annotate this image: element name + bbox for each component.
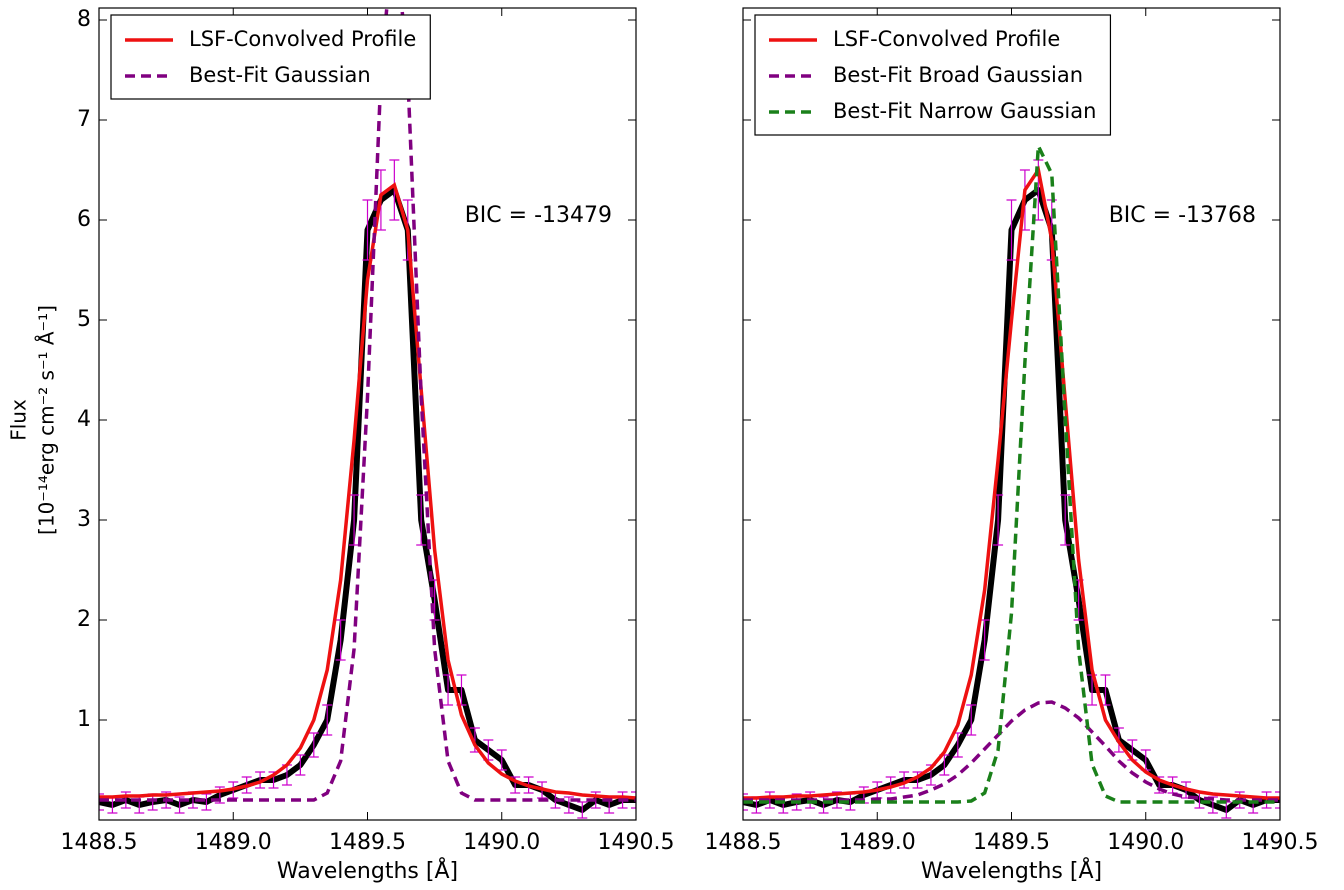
annotation: BIC = -13479 bbox=[465, 203, 612, 228]
x-tick-label: 1490.5 bbox=[1242, 830, 1319, 855]
error-bar bbox=[885, 776, 896, 794]
error-bar bbox=[1006, 199, 1017, 261]
error-bar bbox=[99, 793, 104, 811]
error-bar bbox=[966, 704, 977, 736]
legend: LSF-Convolved Profile Best-Fit Gaussian bbox=[110, 14, 431, 100]
x-axis-label: Wavelengths [Å] bbox=[921, 857, 1102, 884]
error-bar bbox=[743, 793, 748, 811]
model-line bbox=[743, 139, 1280, 804]
axes-frame bbox=[742, 7, 1281, 821]
y-tick-label: 4 bbox=[77, 407, 91, 432]
legend-label: LSF-Convolved Profile bbox=[189, 27, 416, 51]
y-tick-label: 6 bbox=[77, 207, 91, 232]
x-tick-label: 1489.5 bbox=[329, 830, 406, 855]
plot-area bbox=[743, 139, 1280, 819]
y-tick-label: 8 bbox=[77, 7, 91, 32]
plot-area bbox=[99, 8, 636, 819]
error-bar bbox=[563, 796, 574, 814]
model-line bbox=[99, 182, 636, 800]
legend-label: Best-Fit Narrow Gaussian bbox=[833, 99, 1096, 123]
legend-label: Best-Fit Gaussian bbox=[189, 63, 371, 87]
x-tick-label: 1488.5 bbox=[61, 830, 138, 855]
axes-frame bbox=[98, 7, 637, 821]
panel: 1488.5 1489.0 1489.5 1490.0 1490.5 BIC = -137… bbox=[705, 7, 1319, 884]
error-bar bbox=[577, 801, 588, 819]
y-tick-label: 1 bbox=[77, 707, 91, 732]
y-tick-label: 5 bbox=[77, 307, 91, 332]
y-tick-label: 3 bbox=[77, 507, 91, 532]
x-axis-label: Wavelengths [Å] bbox=[277, 857, 458, 884]
error-bar bbox=[1060, 494, 1071, 546]
error-bar bbox=[416, 494, 427, 546]
x-tick-label: 1490.0 bbox=[1107, 830, 1184, 855]
error-bar bbox=[899, 771, 910, 789]
legend: LSF-Convolved Profile Best-Fit Broad Gaus… bbox=[754, 14, 1112, 136]
x-tick-label: 1489.0 bbox=[839, 830, 916, 855]
error-bar bbox=[308, 732, 319, 758]
y-tick-label: 7 bbox=[77, 107, 91, 132]
y-tick-label: 2 bbox=[77, 607, 91, 632]
x-tick-label: 1490.5 bbox=[598, 830, 675, 855]
x-tick-label: 1488.5 bbox=[705, 830, 782, 855]
error-bar bbox=[764, 791, 775, 809]
x-tick-label: 1489.0 bbox=[195, 830, 272, 855]
legend-label: LSF-Convolved Profile bbox=[833, 27, 1060, 51]
annotation: BIC = -13768 bbox=[1109, 203, 1256, 228]
error-bar bbox=[255, 771, 266, 789]
observed-line bbox=[743, 187, 1280, 813]
y-axis-label: Flux bbox=[7, 399, 31, 441]
y-axis-label: [10⁻¹⁴erg cm⁻² s⁻¹ Å⁻¹] bbox=[35, 305, 59, 535]
legend-box bbox=[754, 14, 1112, 136]
model-line bbox=[99, 8, 636, 802]
x-tick-label: 1490.0 bbox=[463, 830, 540, 855]
error-bar bbox=[335, 619, 346, 661]
model-line bbox=[743, 700, 1280, 802]
legend-label: Best-Fit Broad Gaussian bbox=[833, 63, 1083, 87]
error-bar bbox=[631, 791, 636, 809]
error-bar bbox=[912, 771, 923, 789]
error-bar bbox=[1261, 791, 1272, 809]
x-tick-label: 1489.5 bbox=[973, 830, 1050, 855]
error-bar bbox=[349, 494, 360, 546]
panel: 1488.5 1489.0 1489.5 1490.0 1490.5 1 2 3 4 5 6 7 8 BI… bbox=[7, 7, 675, 884]
error-bar bbox=[1275, 791, 1280, 809]
error-bar bbox=[322, 704, 333, 736]
legend-box bbox=[110, 14, 431, 100]
model-line bbox=[743, 165, 1280, 800]
